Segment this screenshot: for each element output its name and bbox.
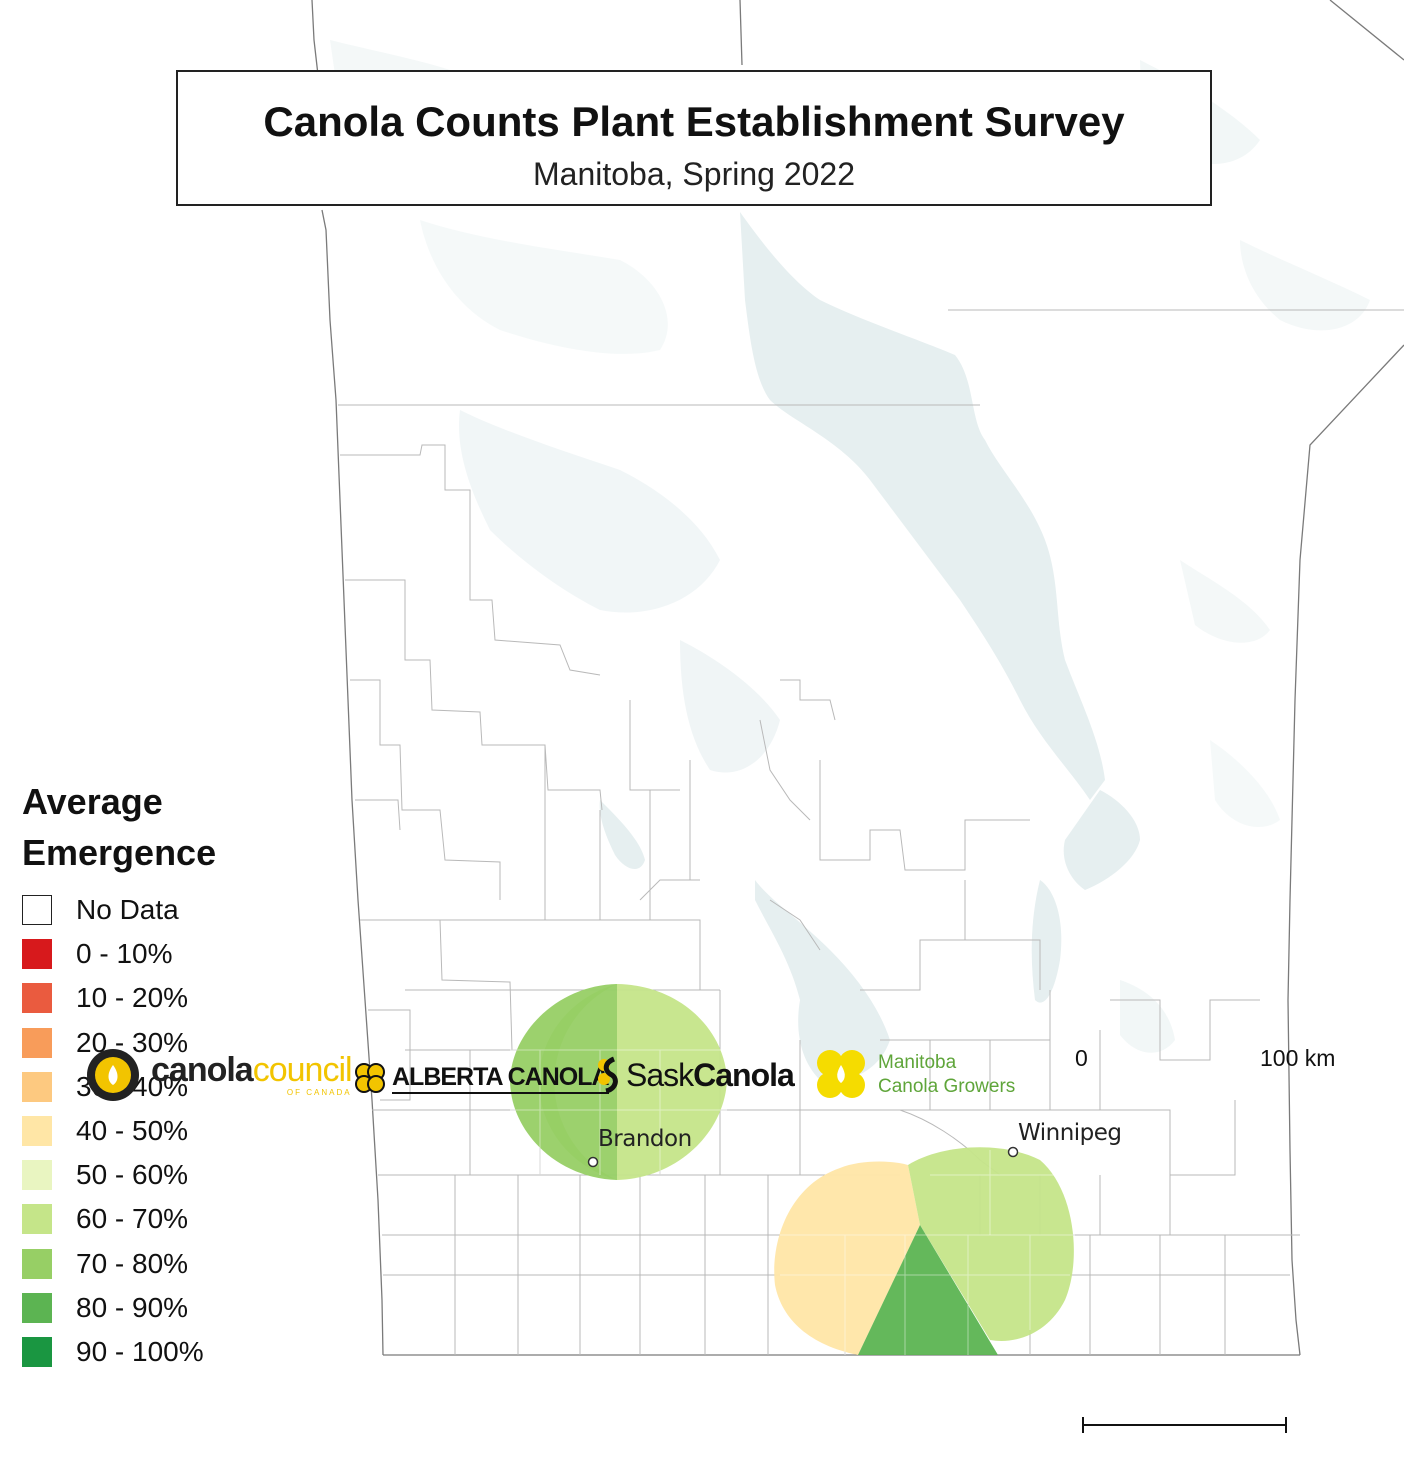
legend-swatch xyxy=(22,1292,52,1323)
municipal-boundaries xyxy=(338,309,1404,1355)
alberta-canola-logo: ALBERTA CANOLA xyxy=(352,1060,610,1096)
legend-label: 70 - 80% xyxy=(76,1247,189,1279)
legend-swatch xyxy=(22,1336,52,1367)
legend-title-line2: Emergence xyxy=(22,832,217,873)
legend-item: 50 - 60% xyxy=(22,1153,282,1197)
zone-south-winnipeg xyxy=(908,1147,1074,1341)
legend-label: 80 - 90% xyxy=(76,1291,189,1323)
city-label-winnipeg: Winnipeg xyxy=(1018,1120,1122,1146)
winnipeg-marker xyxy=(1007,1146,1019,1158)
legend-swatch xyxy=(22,1071,52,1102)
legend-item: 70 - 80% xyxy=(22,1242,282,1286)
legend-title-line1: Average xyxy=(22,781,163,822)
scale-start-label: 0 xyxy=(1075,1045,1088,1071)
brandon-marker xyxy=(587,1156,599,1168)
alberta-canola-text: ALBERTA CANOLA xyxy=(392,1063,610,1094)
manitoba-canola-growers-logo: Manitoba Canola Growers xyxy=(812,1045,1015,1105)
legend-item: 80 - 90% xyxy=(22,1286,282,1330)
legend-swatch xyxy=(22,1204,52,1235)
legend-swatch xyxy=(22,983,52,1014)
legend-item: 20 - 30% xyxy=(22,1021,282,1065)
survey-zones xyxy=(510,984,1074,1355)
legend-label: 90 - 100% xyxy=(76,1335,204,1367)
map-title-box: Canola Counts Plant Establishment Survey… xyxy=(176,70,1212,206)
manitoba-canola-flower-icon xyxy=(817,1050,865,1098)
scale-end-label: 100 km xyxy=(1260,1045,1336,1071)
legend-item: 10 - 20% xyxy=(22,976,282,1020)
legend-swatch xyxy=(22,1248,52,1279)
canola-council-text-a: canola xyxy=(151,1051,254,1089)
manitoba-logo-line1: Manitoba xyxy=(878,1052,957,1073)
province-boundaries xyxy=(311,0,1404,1356)
sask-canola-text-b: Canola xyxy=(693,1056,795,1093)
legend-swatch xyxy=(22,895,52,926)
map-subtitle: Manitoba, Spring 2022 xyxy=(533,156,855,192)
sask-canola-logo: SaskCanola xyxy=(596,1055,795,1095)
canola-council-logo: canolacouncil OF CANADA xyxy=(85,1047,353,1103)
legend-label: 60 - 70% xyxy=(76,1203,189,1235)
legend-swatch xyxy=(22,1116,52,1147)
legend-swatch xyxy=(22,939,52,970)
canola-council-subtext: OF CANADA xyxy=(286,1088,352,1097)
map-title: Canola Counts Plant Establishment Survey xyxy=(263,98,1125,145)
legend-label: No Data xyxy=(76,894,179,926)
legend-item: No Data xyxy=(22,888,282,932)
zone-us-border xyxy=(858,1225,998,1355)
legend-label: 50 - 60% xyxy=(76,1159,189,1191)
legend-label: 0 - 10% xyxy=(76,938,173,970)
legend: Average Emergence No Data 0 - 10% 10 - 20%… xyxy=(22,776,282,1374)
legend-item: 0 - 10% xyxy=(22,932,282,976)
city-markers xyxy=(587,1146,1019,1168)
zone-brandon-east xyxy=(617,984,727,1180)
canola-council-mark-icon xyxy=(87,1049,139,1101)
legend-item: 40 - 50% xyxy=(22,1109,282,1153)
legend-label: 40 - 50% xyxy=(76,1115,189,1147)
sask-canola-text-a: Sask xyxy=(626,1056,694,1093)
legend-item: 90 - 100% xyxy=(22,1330,282,1374)
sask-canola-mark-icon xyxy=(598,1056,618,1094)
legend-label: 10 - 20% xyxy=(76,982,189,1014)
city-label-brandon: Brandon xyxy=(598,1126,692,1152)
legend-swatch xyxy=(22,1027,52,1058)
legend-swatch xyxy=(22,1160,52,1191)
scale-bar-line xyxy=(1082,1417,1287,1433)
legend-item: 60 - 70% xyxy=(22,1197,282,1241)
canola-council-text-b: council xyxy=(252,1051,353,1089)
legend-label: 20 - 30% xyxy=(76,1026,189,1058)
manitoba-logo-line2: Canola Growers xyxy=(878,1076,1016,1097)
scale-bar: 0 100 km xyxy=(1070,1045,1370,1135)
alberta-canola-flower-icon xyxy=(355,1063,385,1093)
zone-south-central xyxy=(774,1161,920,1355)
zone-boundary-overlay xyxy=(510,1049,1075,1355)
